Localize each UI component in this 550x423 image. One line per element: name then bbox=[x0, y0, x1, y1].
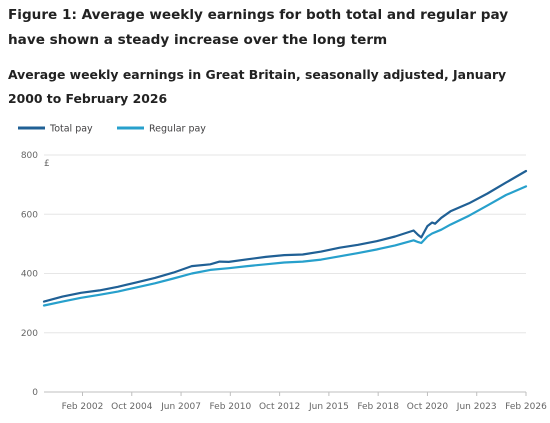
x-tick-label: Oct 2012 bbox=[259, 402, 300, 412]
y-axis-ticks: 0 200 400 600 800 £ bbox=[21, 151, 50, 398]
chart-subtitle: Average weekly earnings in Great Britain… bbox=[8, 67, 507, 106]
series-line-regular-pay bbox=[42, 185, 528, 307]
legend-label: Regular pay bbox=[149, 124, 206, 135]
x-tick-label: Feb 2010 bbox=[209, 402, 251, 412]
y-tick-label: 200 bbox=[21, 329, 38, 339]
x-tick-label: Oct 2004 bbox=[111, 402, 153, 412]
x-axis-ticks: Feb 2002 Oct 2004 Jun 2007 Feb 2010 Oct 2012… bbox=[62, 392, 547, 412]
figure-title: Figure 1: Average weekly earnings for bo… bbox=[8, 7, 509, 48]
y-tick-label: 0 bbox=[32, 388, 38, 398]
y-axis-unit-label: £ bbox=[44, 159, 50, 169]
y-tick-label: 600 bbox=[21, 210, 38, 220]
x-tick-label: Jun 2023 bbox=[456, 402, 497, 412]
y-tick-label: 800 bbox=[21, 151, 38, 161]
chart-legend: Total pay Regular pay bbox=[18, 124, 206, 135]
chart-gridlines bbox=[44, 154, 526, 393]
y-tick-label: 400 bbox=[21, 270, 38, 280]
x-tick-label: Oct 2020 bbox=[407, 402, 449, 412]
legend-label: Total pay bbox=[49, 124, 93, 135]
x-tick-label: Feb 2026 bbox=[505, 402, 547, 412]
series-line-total-pay bbox=[42, 169, 528, 303]
x-tick-label: Feb 2002 bbox=[62, 402, 104, 412]
x-tick-label: Feb 2018 bbox=[357, 402, 399, 412]
x-tick-label: Jun 2015 bbox=[308, 402, 349, 412]
chart-series-lines bbox=[42, 169, 528, 307]
x-tick-label: Jun 2007 bbox=[160, 402, 201, 412]
